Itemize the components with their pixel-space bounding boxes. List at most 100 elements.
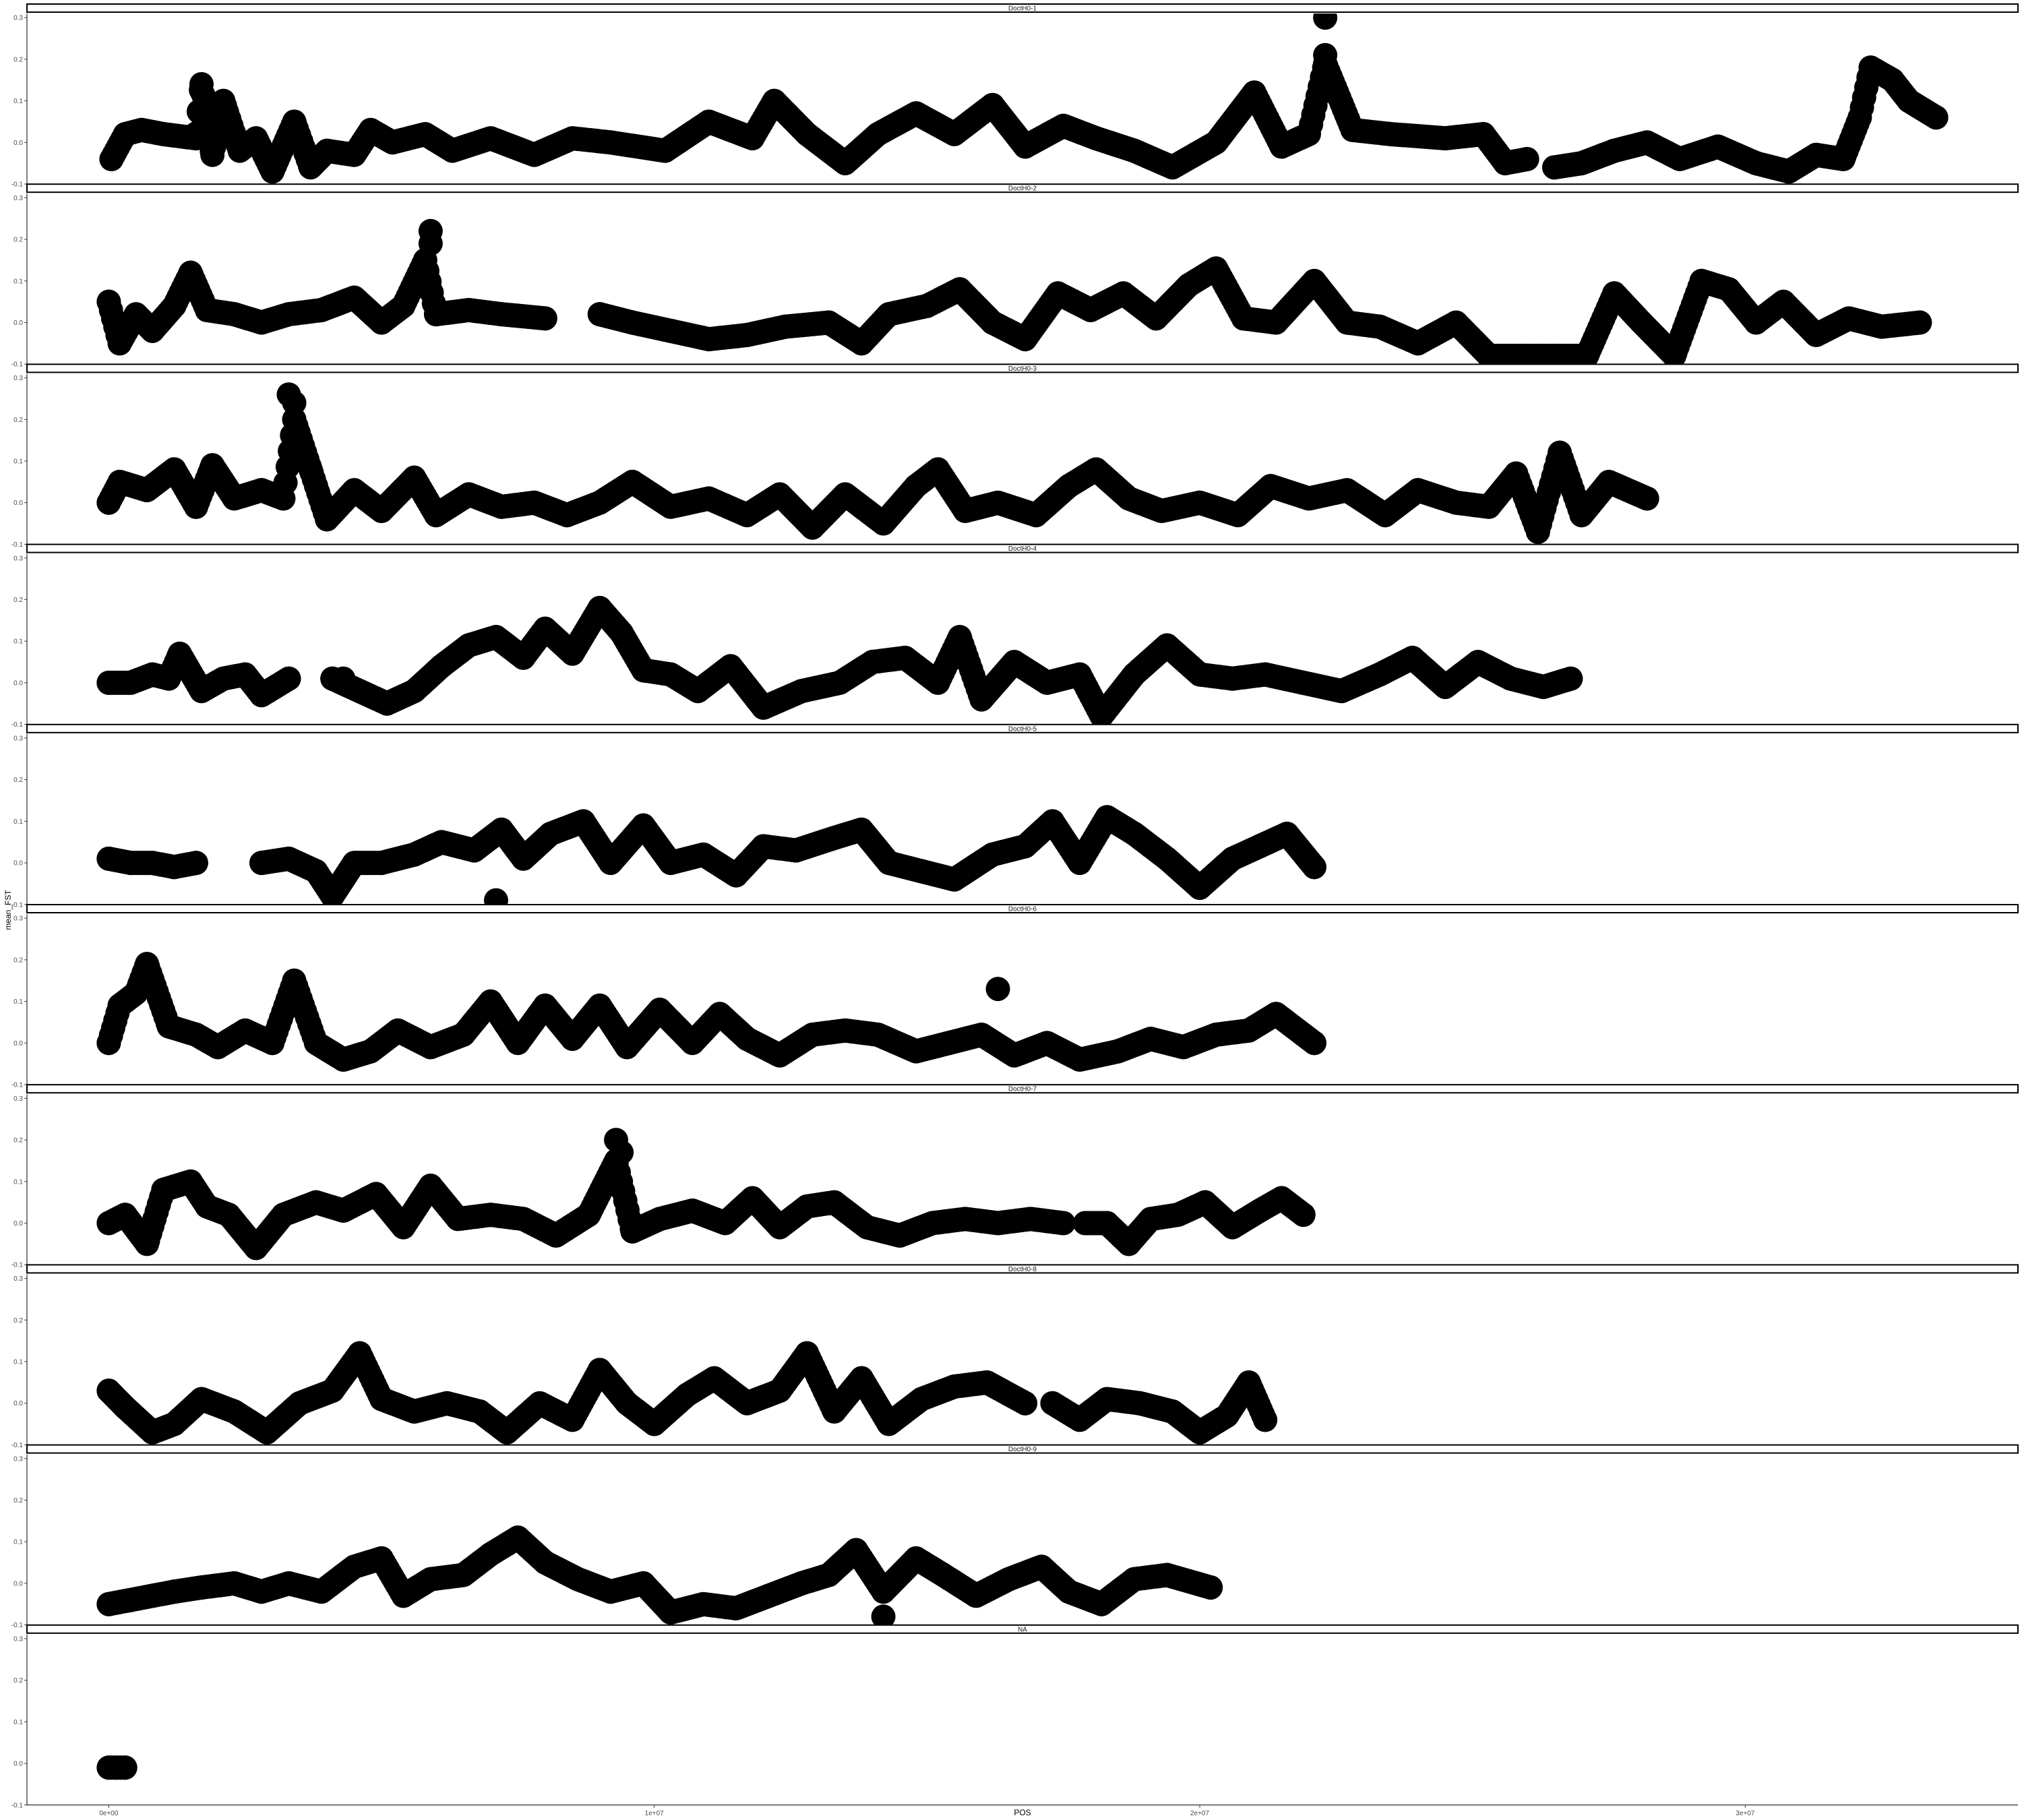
data-point	[1084, 457, 1109, 482]
data-point	[620, 469, 645, 494]
data-point	[532, 616, 557, 641]
data-point	[1558, 666, 1583, 691]
data-point	[969, 687, 994, 712]
data-point	[767, 1043, 792, 1068]
data-point	[631, 658, 656, 683]
data-point	[1368, 314, 1392, 339]
data-point	[1634, 486, 1659, 511]
facet-strip-label: DoctH0-6	[1008, 906, 1037, 913]
facet-panels: DoctH0-1-0.10.00.10.20.3DoctH0-2-0.10.00…	[11, 3, 2019, 1809]
data-point	[969, 1022, 994, 1047]
data-point	[587, 490, 612, 515]
data-point	[249, 683, 274, 708]
data-point	[107, 469, 132, 494]
data-point	[418, 1173, 443, 1198]
data-point	[1509, 343, 1534, 365]
data-point	[123, 302, 148, 327]
data-point	[1717, 277, 1742, 302]
data-point	[1662, 343, 1687, 365]
facet-strip-label: DoctH0-2	[1008, 185, 1037, 193]
data-point	[511, 1207, 536, 1232]
data-point	[1777, 159, 1802, 184]
data-point	[735, 323, 760, 348]
data-point	[1067, 1047, 1092, 1072]
point-cloud	[96, 805, 1326, 905]
data-point	[1804, 323, 1829, 348]
data-point	[1831, 146, 1856, 171]
data-point	[620, 1219, 645, 1244]
data-point	[1111, 281, 1136, 306]
data-point	[1035, 1031, 1060, 1056]
data-point	[1018, 1207, 1043, 1232]
data-point	[1220, 846, 1245, 871]
data-point	[151, 1178, 176, 1203]
data-point	[1013, 134, 1038, 159]
data-point	[135, 1232, 160, 1256]
data-point	[1296, 486, 1321, 511]
data-point	[1275, 821, 1299, 846]
data-point	[560, 641, 585, 666]
data-point	[1236, 1018, 1261, 1043]
data-point	[429, 654, 454, 679]
y-tick-label: 0.2	[13, 1137, 23, 1145]
data-point	[456, 297, 481, 322]
data-point	[183, 851, 208, 876]
data-point	[298, 457, 323, 482]
data-point	[1525, 519, 1550, 544]
data-point	[162, 293, 187, 318]
data-point	[1149, 499, 1174, 524]
facet-panel: DoctH0-4-0.10.00.10.20.3	[11, 543, 2019, 729]
data-point	[555, 503, 580, 528]
data-point	[456, 633, 481, 658]
data-point	[827, 670, 852, 695]
data-point	[1907, 310, 1932, 335]
data-point	[446, 1207, 470, 1232]
data-point	[135, 478, 160, 503]
data-point	[1067, 851, 1092, 876]
data-point	[331, 1047, 356, 1072]
data-point	[696, 109, 721, 134]
data-point	[183, 494, 208, 519]
data-point	[598, 851, 623, 876]
data-point	[942, 121, 967, 146]
data-point	[800, 1022, 825, 1047]
data-point	[1340, 117, 1365, 142]
data-point	[1035, 670, 1060, 695]
data-point	[429, 830, 454, 855]
data-point	[249, 851, 274, 876]
data-point	[478, 1203, 503, 1227]
data-point	[985, 977, 1010, 1002]
data-point	[412, 121, 437, 146]
data-point	[762, 88, 787, 113]
data-point	[876, 851, 901, 876]
data-point	[1847, 105, 1872, 130]
data-point	[1301, 268, 1326, 293]
data-point	[440, 138, 465, 163]
data-point	[1258, 474, 1283, 499]
data-point	[369, 310, 394, 335]
data-point	[1296, 121, 1321, 146]
data-point	[402, 465, 427, 490]
data-point	[162, 855, 187, 880]
data-point	[1602, 281, 1627, 306]
y-tick-label: 0.1	[13, 458, 23, 465]
data-point	[1138, 1027, 1163, 1052]
data-point	[767, 1215, 792, 1240]
facet-panel: DoctH0-1-0.10.00.10.20.3	[11, 3, 2019, 189]
data-point	[1231, 306, 1256, 331]
data-point	[391, 293, 416, 318]
data-point	[1078, 297, 1103, 322]
data-point	[609, 620, 634, 645]
data-point	[200, 142, 225, 167]
data-point	[1188, 490, 1213, 515]
data-point	[129, 117, 154, 142]
data-point	[887, 1223, 912, 1248]
data-point	[822, 1190, 847, 1215]
data-point	[1122, 821, 1146, 846]
data-point	[772, 314, 797, 339]
data-point	[712, 1211, 737, 1236]
facet-panel: DoctH0-2-0.10.00.10.20.3	[11, 183, 2019, 369]
data-point	[183, 126, 208, 151]
data-point	[156, 1014, 181, 1039]
facet-strip-label: DoctH0-5	[1008, 725, 1037, 733]
